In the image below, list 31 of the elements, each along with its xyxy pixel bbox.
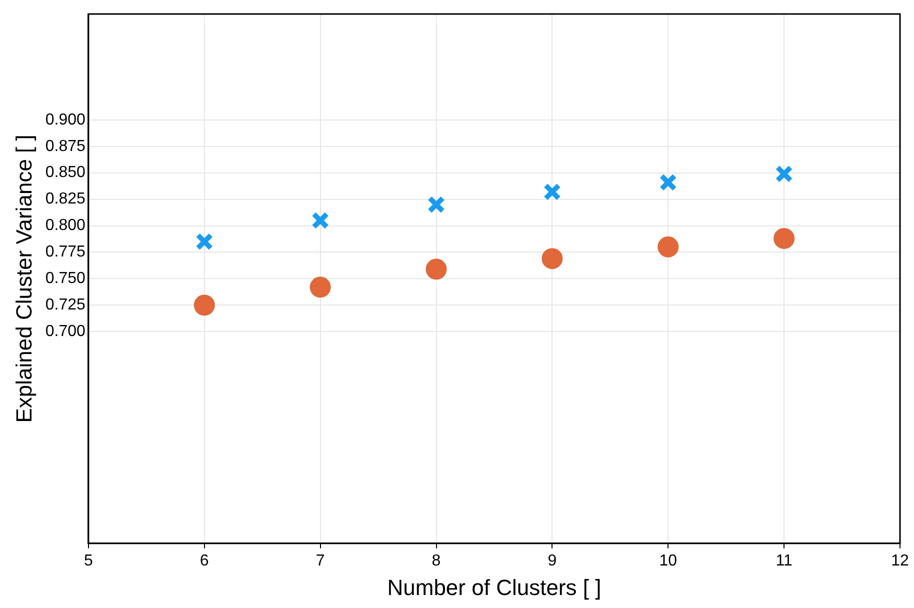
- point: [427, 196, 446, 214]
- y-tick-label: 0.825: [45, 190, 86, 208]
- point: [194, 294, 215, 316]
- point: [774, 228, 795, 249]
- x-tick-label: 6: [200, 552, 209, 570]
- point: [543, 183, 562, 201]
- x-tick-label: 11: [776, 552, 792, 570]
- y-tick-label: 0.900: [45, 111, 86, 128]
- point: [658, 236, 679, 258]
- x-tick-label: 5: [84, 552, 93, 570]
- point: [196, 232, 214, 251]
- y-tick-label: 0.800: [45, 217, 86, 234]
- y-tick-label: 0.725: [45, 296, 86, 314]
- y-axis-title: Explained Cluster Variance [ ]: [11, 134, 36, 423]
- x-tick-label: 12: [891, 552, 909, 570]
- point: [659, 173, 677, 192]
- x-tick-label: 10: [659, 552, 678, 570]
- x-tick-label: 7: [316, 552, 325, 570]
- point: [311, 212, 330, 230]
- y-tick-label: 0.875: [45, 138, 86, 155]
- x-tick-label: 9: [548, 552, 557, 570]
- y-tick-label: 0.750: [45, 270, 86, 288]
- point: [542, 248, 563, 270]
- y-tick-label: 0.775: [45, 244, 86, 261]
- point: [310, 276, 331, 298]
- y-tick-label: 0.850: [45, 164, 86, 182]
- point: [775, 165, 793, 183]
- y-tick-label: 0.700: [45, 323, 86, 340]
- x-axis-title: Number of Clusters [ ]: [387, 574, 602, 600]
- point: [426, 258, 447, 280]
- x-tick-label: 8: [432, 552, 441, 570]
